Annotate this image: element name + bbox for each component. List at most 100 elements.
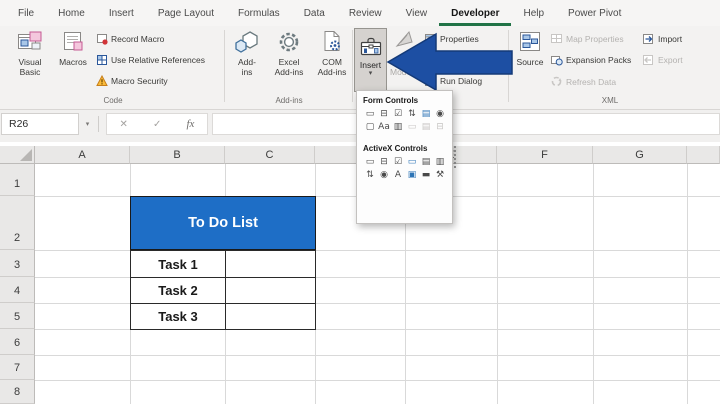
expansion-packs-button[interactable]: Expansion Packs (550, 53, 631, 66)
tab-developer[interactable]: Developer (439, 5, 512, 26)
gridline (35, 329, 720, 330)
cell-B5-task[interactable]: Task 3 (130, 303, 226, 330)
form-combo-dropdown-edit-icon: ⊟ (436, 122, 444, 132)
row-header-6[interactable]: 6 (0, 329, 35, 355)
activex-toggle-button-icon[interactable]: ▬ (421, 170, 431, 180)
formula-input[interactable] (212, 113, 720, 135)
activex-label-icon[interactable]: A (394, 170, 402, 180)
insert-controls-button[interactable]: Insert ▾ (354, 28, 387, 92)
row-header-7[interactable]: 7 (0, 355, 35, 380)
group-separator (224, 30, 225, 102)
tab-file[interactable]: File (18, 8, 35, 19)
visual-basic-button[interactable]: Visual Basic (8, 29, 52, 93)
form-combo-list-edit-icon: ▤ (421, 122, 431, 132)
use-relative-references-label: Use Relative References (111, 55, 206, 65)
row-header-4[interactable]: 4 (0, 277, 35, 303)
column-header-F[interactable]: F (497, 146, 593, 164)
form-scroll-bar-icon[interactable]: ▥ (393, 122, 403, 132)
tab-insert[interactable]: Insert (108, 8, 134, 19)
tab-review[interactable]: Review (348, 8, 382, 19)
excel-add-ins-label: Excel Add-ins (274, 57, 304, 78)
tab-home[interactable]: Home (58, 8, 85, 19)
cell-B4-task[interactable]: Task 2 (130, 277, 226, 304)
form-list-box-icon[interactable]: ▤ (421, 109, 431, 119)
form-group-box-icon[interactable]: ▢ (365, 122, 375, 132)
column-header-partial[interactable] (687, 146, 720, 164)
export-button: Export (642, 53, 683, 66)
column-header-G[interactable]: G (593, 146, 687, 164)
activex-scroll-bar-icon[interactable]: ▥ (435, 157, 445, 167)
insert-function-icon[interactable]: fx (186, 118, 195, 130)
run-dialog-label: Run Dialog (440, 75, 483, 86)
insert-label: Insert (359, 60, 382, 70)
column-header-A[interactable]: A (35, 146, 130, 164)
tab-power-pivot[interactable]: Power Pivot (568, 8, 622, 19)
expansion-packs-icon (550, 53, 563, 66)
activex-text-box-icon[interactable]: ▭ (407, 157, 417, 167)
source-icon (517, 29, 543, 55)
form-label-icon[interactable]: Aa (378, 122, 390, 132)
row-header-8[interactable]: 8 (0, 380, 35, 404)
tab-view[interactable]: View (405, 8, 428, 19)
name-box[interactable]: R26 (1, 113, 79, 135)
annotation-arrow-pointing-to-insert (386, 32, 513, 92)
import-button[interactable]: Import (642, 32, 682, 45)
cell-B2-todo-header[interactable]: To Do List (130, 196, 316, 250)
activex-more-controls-icon[interactable]: ⚒ (435, 170, 445, 180)
com-add-ins-button[interactable]: COM Add-ins (312, 29, 352, 93)
excel-add-ins-button[interactable]: Excel Add-ins (268, 29, 310, 93)
macro-security-button[interactable]: Macro Security (96, 75, 168, 87)
cell-C5-empty[interactable] (225, 303, 316, 330)
row-header-5[interactable]: 5 (0, 303, 35, 329)
form-spin-button-icon[interactable]: ⇅ (408, 109, 416, 119)
tab-help[interactable]: Help (523, 8, 545, 19)
design-mode-icon (394, 29, 416, 49)
map-properties-label: Map Properties (566, 33, 624, 44)
activex-option-button-icon[interactable]: ◉ (380, 170, 388, 180)
form-controls-title: Form Controls (363, 96, 419, 105)
cell-B3-task[interactable]: Task 1 (130, 250, 226, 278)
record-macro-button[interactable]: Record Macro (96, 33, 164, 45)
tab-data[interactable]: Data (303, 8, 325, 19)
map-properties-icon (550, 32, 563, 45)
source-button[interactable]: Source (512, 29, 548, 93)
cell-C4-empty[interactable] (225, 277, 316, 304)
activex-command-button-icon[interactable]: ▭ (365, 157, 375, 167)
activex-image-icon[interactable]: ▣ (407, 170, 417, 180)
select-all-corner[interactable] (0, 146, 35, 164)
form-check-box-icon[interactable]: ☑ (393, 109, 403, 119)
activex-combo-box-icon[interactable]: ⊟ (380, 157, 388, 167)
activex-check-box-icon[interactable]: ☑ (393, 157, 403, 167)
use-relative-references-button[interactable]: Use Relative References (96, 54, 205, 66)
macros-button[interactable]: Macros (54, 29, 92, 93)
import-icon (642, 32, 655, 45)
group-separator (352, 30, 353, 102)
column-header-B[interactable]: B (130, 146, 225, 164)
cancel-icon[interactable]: ✕ (119, 118, 128, 130)
enter-icon[interactable]: ✓ (153, 118, 162, 130)
gridline (497, 164, 498, 404)
activex-spin-button-icon[interactable]: ⇅ (366, 170, 374, 180)
form-button-icon[interactable]: ▭ (365, 109, 375, 119)
add-ins-button[interactable]: Add-ins (230, 29, 264, 93)
form-combo-box-icon[interactable]: ⊟ (380, 109, 388, 119)
select-all-triangle-icon (20, 149, 32, 161)
cell-C3-empty[interactable] (225, 250, 316, 278)
form-option-button-icon[interactable]: ◉ (436, 109, 444, 119)
source-label: Source (516, 57, 544, 67)
row-header-3[interactable]: 3 (0, 250, 35, 277)
row-header-1[interactable]: 1 (0, 164, 35, 196)
gridline (35, 303, 720, 304)
row-header-2[interactable]: 2 (0, 196, 35, 250)
tab-formulas[interactable]: Formulas (238, 8, 280, 19)
column-header-C[interactable]: C (225, 146, 315, 164)
insert-controls-dropdown: Form Controls ▭ ⊟ ☑ ⇅ ▤ ◉ ▢ Aa ▥ ▭ ▤ ⊟ ActiveX Cont… (356, 90, 453, 224)
activex-list-box-icon[interactable]: ▤ (421, 157, 431, 167)
export-label: Export (658, 54, 683, 65)
macro-security-icon (96, 75, 108, 87)
page-break-dotted-line (454, 146, 456, 168)
tab-page-layout[interactable]: Page Layout (157, 8, 214, 19)
name-box-dropdown-icon[interactable]: ▾ (85, 121, 90, 128)
form-text-field-icon: ▭ (407, 122, 417, 132)
